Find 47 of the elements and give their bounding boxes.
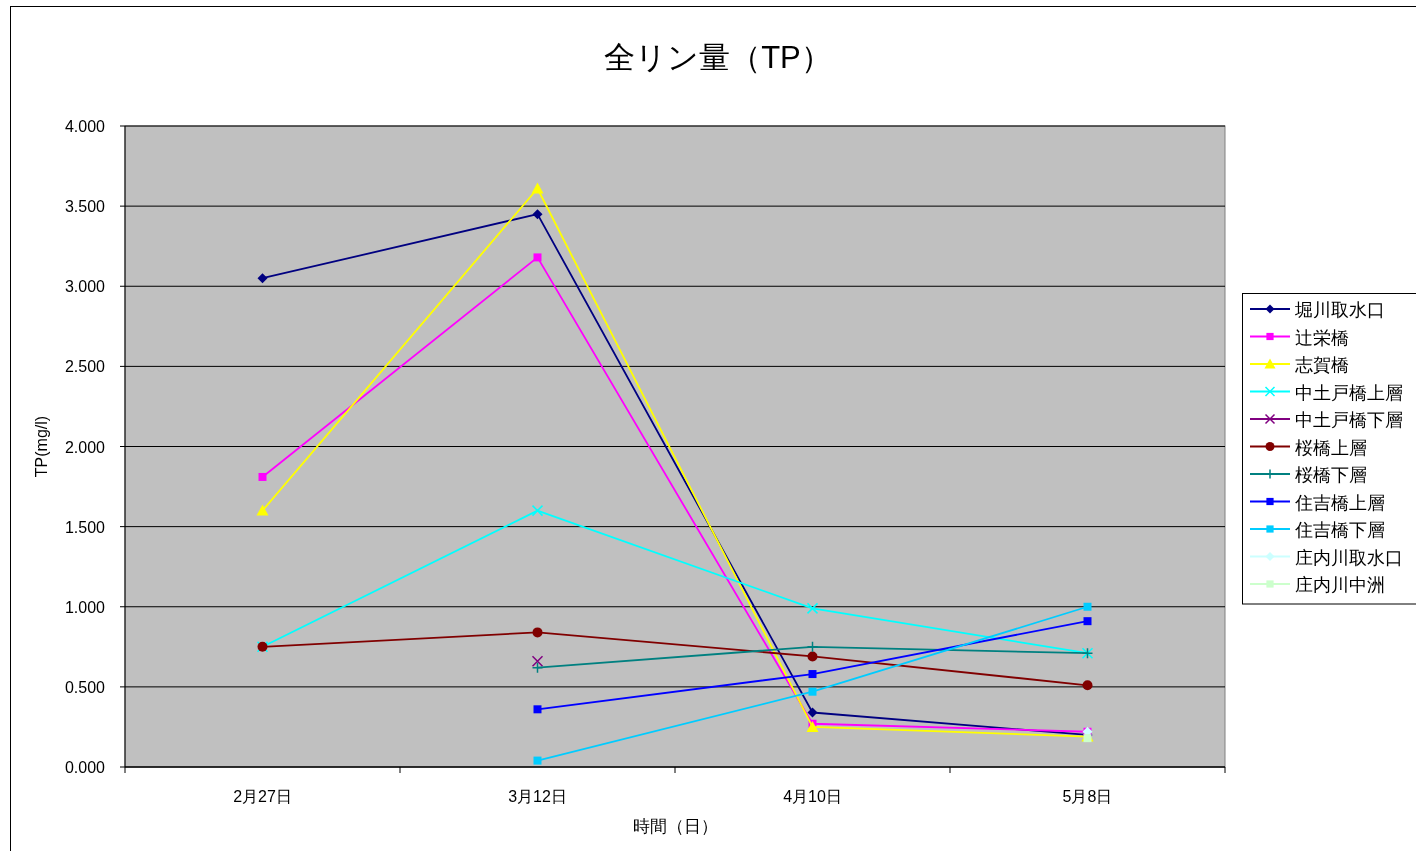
y-axis-title: TP(mg/l) bbox=[33, 415, 50, 478]
x-tick-label: 5月8日 bbox=[1062, 788, 1113, 805]
point bbox=[531, 504, 544, 517]
y-tick-label: 2.000 bbox=[64, 438, 106, 456]
y-tick-label: 3.000 bbox=[64, 278, 106, 296]
y-tick-label: 1.500 bbox=[64, 518, 106, 536]
point bbox=[531, 182, 544, 194]
x-tick-label: 3月12日 bbox=[508, 788, 567, 805]
point bbox=[533, 705, 542, 714]
point bbox=[531, 661, 544, 674]
point bbox=[1083, 602, 1092, 611]
point bbox=[532, 209, 543, 220]
point bbox=[533, 756, 542, 765]
legend-label: 住吉橋上層 bbox=[1294, 492, 1385, 513]
point bbox=[256, 504, 269, 516]
y-tick-label: 3.500 bbox=[64, 198, 106, 216]
legend-label: 庄内川取水口 bbox=[1295, 547, 1403, 568]
y-tick-label: 2.500 bbox=[64, 358, 106, 376]
x-axis-title: 時間（日） bbox=[632, 817, 718, 836]
point bbox=[806, 641, 819, 653]
legend-label: 庄内川中洲 bbox=[1295, 575, 1385, 595]
point bbox=[1083, 617, 1092, 626]
y-tick-label: 0.500 bbox=[64, 678, 106, 696]
x-tick-label: 4月10日 bbox=[783, 788, 842, 805]
point bbox=[1082, 680, 1093, 691]
y-tick-label: 4.000 bbox=[64, 118, 106, 135]
y-tick-label: 0.000 bbox=[64, 759, 106, 776]
point bbox=[806, 720, 819, 732]
point bbox=[257, 273, 268, 284]
legend-label: 桜橋上層 bbox=[1295, 437, 1367, 458]
legend-label: 住吉橋下層 bbox=[1294, 520, 1385, 540]
x-tick-label: 2月27日 bbox=[233, 788, 292, 805]
legend-label: 中土戸橋下層 bbox=[1295, 410, 1403, 430]
point bbox=[807, 707, 818, 718]
y-tick-label: 1.000 bbox=[64, 598, 106, 616]
legend-label: 桜橋下層 bbox=[1295, 465, 1367, 485]
point bbox=[808, 670, 817, 679]
legend-label: 辻栄橋 bbox=[1295, 327, 1349, 348]
chart-title: 全リン量（TP） bbox=[604, 40, 832, 75]
point bbox=[808, 687, 817, 696]
legend-label: 志賀橋 bbox=[1295, 355, 1349, 375]
point bbox=[533, 253, 542, 262]
point bbox=[258, 472, 267, 481]
point bbox=[532, 627, 543, 638]
legend-label: 堀川取水口 bbox=[1294, 300, 1385, 320]
point bbox=[806, 602, 819, 615]
legend-label: 中土戸橋上層 bbox=[1295, 382, 1403, 403]
